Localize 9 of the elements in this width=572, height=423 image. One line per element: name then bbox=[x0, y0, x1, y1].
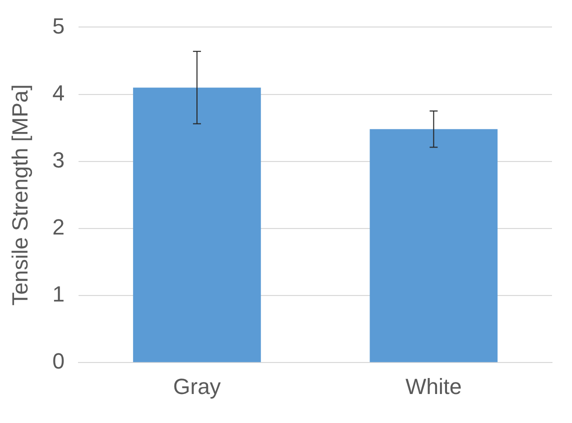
y-axis-title: Tensile Strength [MPa] bbox=[7, 84, 32, 306]
y-tick-label: 5 bbox=[52, 13, 65, 38]
y-tick-label: 4 bbox=[52, 80, 65, 106]
y-tick-label: 1 bbox=[52, 282, 65, 307]
y-tick-label: 2 bbox=[52, 214, 65, 240]
x-tick-label: Gray bbox=[173, 374, 221, 399]
y-tick-label: 3 bbox=[52, 147, 65, 172]
y-tick-label: 0 bbox=[52, 348, 65, 374]
x-tick-label: White bbox=[406, 374, 462, 399]
